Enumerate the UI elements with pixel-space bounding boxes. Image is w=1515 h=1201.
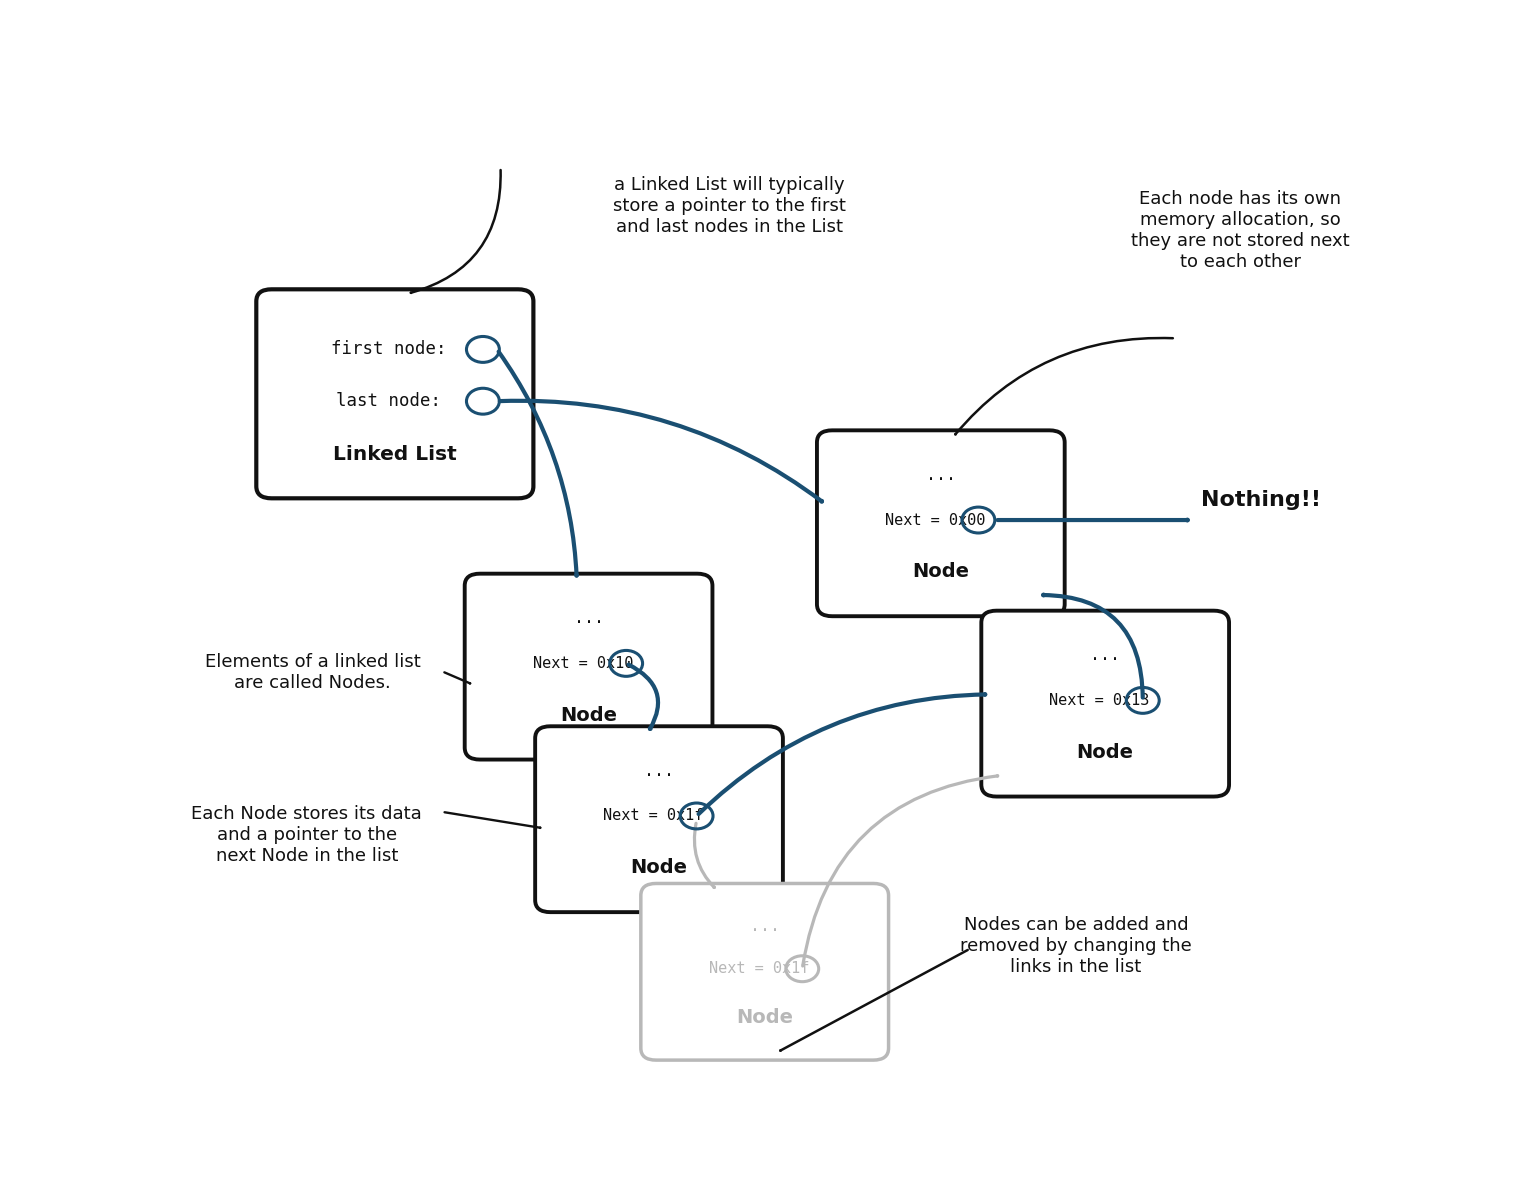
Text: Elements of a linked list
are called Nodes.: Elements of a linked list are called Nod… bbox=[205, 652, 421, 692]
Text: ...: ... bbox=[926, 466, 956, 484]
Text: a Linked List will typically
store a pointer to the first
and last nodes in the : a Linked List will typically store a poi… bbox=[614, 177, 845, 237]
Text: ...: ... bbox=[1091, 646, 1120, 664]
Text: ...: ... bbox=[750, 918, 780, 936]
FancyBboxPatch shape bbox=[817, 430, 1065, 616]
Text: Node: Node bbox=[912, 562, 970, 581]
Text: ...: ... bbox=[574, 609, 603, 627]
Text: Each node has its own
memory allocation, so
they are not stored next
to each oth: Each node has its own memory allocation,… bbox=[1130, 190, 1350, 270]
Text: Next = 0x00: Next = 0x00 bbox=[885, 513, 985, 527]
FancyBboxPatch shape bbox=[641, 884, 889, 1060]
Text: Nothing!!: Nothing!! bbox=[1201, 490, 1321, 510]
Text: Node: Node bbox=[1077, 742, 1133, 761]
Text: last node:: last node: bbox=[336, 393, 441, 411]
Text: first node:: first node: bbox=[332, 340, 447, 358]
Text: Node: Node bbox=[561, 706, 617, 724]
Text: ...: ... bbox=[644, 761, 674, 779]
FancyBboxPatch shape bbox=[465, 574, 712, 759]
Text: Next = 0x13: Next = 0x13 bbox=[1048, 693, 1150, 707]
Text: Next = 0x1f: Next = 0x1f bbox=[603, 808, 703, 824]
Text: Node: Node bbox=[630, 859, 688, 877]
Text: Linked List: Linked List bbox=[333, 446, 456, 465]
Text: Next = 0x1f: Next = 0x1f bbox=[709, 961, 809, 976]
Text: Each Node stores its data
and a pointer to the
next Node in the list: Each Node stores its data and a pointer … bbox=[191, 806, 423, 865]
FancyBboxPatch shape bbox=[256, 289, 533, 498]
Text: Node: Node bbox=[736, 1008, 794, 1027]
FancyBboxPatch shape bbox=[982, 610, 1229, 796]
Text: Nodes can be added and
removed by changing the
links in the list: Nodes can be added and removed by changi… bbox=[961, 916, 1192, 976]
FancyBboxPatch shape bbox=[535, 727, 783, 912]
Text: Next = 0x10: Next = 0x10 bbox=[532, 656, 633, 671]
